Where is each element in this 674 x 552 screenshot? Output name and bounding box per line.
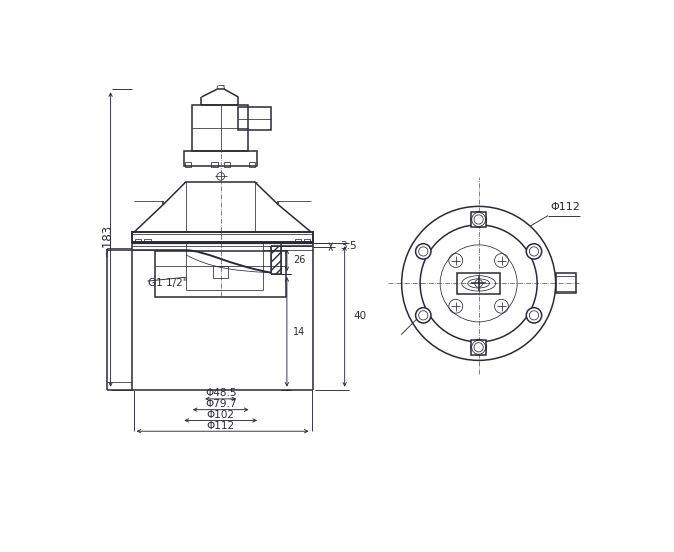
Text: Φ112: Φ112 bbox=[550, 202, 580, 212]
Text: Φ102: Φ102 bbox=[207, 410, 235, 420]
Bar bbox=[132, 232, 313, 242]
Bar bbox=[471, 339, 487, 355]
Bar bbox=[155, 251, 286, 297]
Bar bbox=[135, 238, 142, 243]
Circle shape bbox=[471, 212, 487, 227]
Text: 14: 14 bbox=[293, 327, 305, 337]
Circle shape bbox=[416, 244, 431, 259]
Bar bbox=[144, 238, 150, 243]
Bar bbox=[555, 273, 576, 294]
Text: Φ48.5: Φ48.5 bbox=[205, 389, 237, 399]
Bar bbox=[471, 212, 487, 227]
Bar bbox=[184, 151, 257, 166]
Text: 26: 26 bbox=[293, 255, 305, 266]
Bar bbox=[249, 162, 255, 167]
Text: Φ79.7: Φ79.7 bbox=[205, 399, 237, 409]
Bar bbox=[271, 246, 281, 274]
Text: Φ112: Φ112 bbox=[207, 421, 235, 431]
Bar bbox=[295, 238, 301, 243]
Text: 40: 40 bbox=[354, 311, 367, 321]
Bar bbox=[224, 162, 230, 167]
Bar bbox=[192, 105, 247, 151]
Bar bbox=[185, 162, 191, 167]
Text: ~183: ~183 bbox=[101, 224, 114, 256]
Bar bbox=[458, 273, 500, 294]
Bar bbox=[213, 266, 228, 278]
Bar bbox=[212, 162, 218, 167]
Circle shape bbox=[526, 244, 542, 259]
Bar bbox=[304, 238, 310, 243]
Circle shape bbox=[471, 339, 487, 355]
Circle shape bbox=[416, 307, 431, 323]
Bar bbox=[239, 107, 271, 130]
Text: G1 1/2": G1 1/2" bbox=[148, 278, 188, 288]
Text: 3.5: 3.5 bbox=[340, 241, 357, 251]
Circle shape bbox=[526, 307, 542, 323]
